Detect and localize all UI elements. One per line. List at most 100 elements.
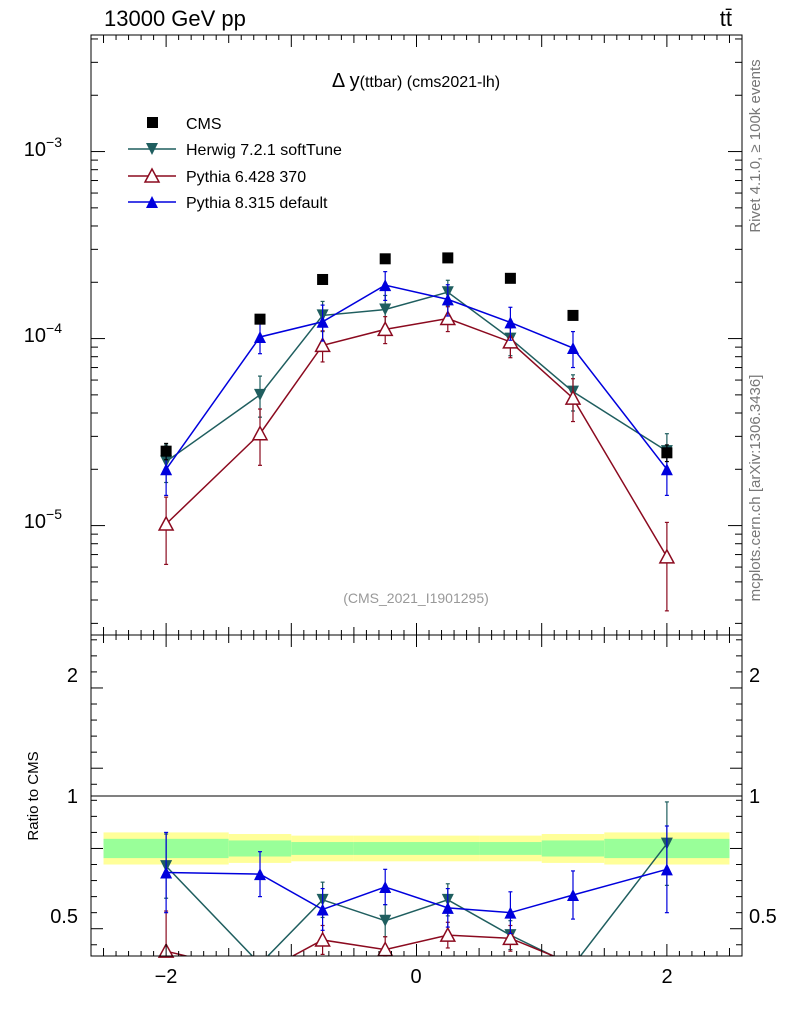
ratio-ytick-labels: 0.5 1 2 0.5 1 2 [50, 665, 777, 928]
data-point [314, 931, 331, 947]
data-point [502, 333, 519, 349]
series-line-group [165, 284, 668, 470]
data-point [160, 866, 173, 879]
data-point [376, 320, 394, 337]
data-point [316, 903, 329, 916]
data-point [379, 303, 392, 316]
legend-entry-pythia6: Pythia 6.428 370 [128, 167, 306, 186]
data-point [379, 880, 392, 893]
data-point [251, 425, 269, 441]
series-cms [160, 252, 673, 463]
legend-label-pythia6: Pythia 6.428 370 [186, 169, 306, 186]
ytick-1e-5-base: 10 [24, 511, 46, 533]
data-point [660, 863, 673, 876]
ratio-panel: 0.5 1 2 0.5 1 2 Ratio to CMS −2 0 2 [25, 634, 777, 988]
data-point [661, 447, 673, 459]
legend-label-herwig: Herwig 7.2.1 softTune [186, 142, 342, 159]
series-line-pythia-8-315-default [165, 284, 668, 470]
data-point [504, 272, 516, 284]
xtick-label-2: 2 [661, 966, 672, 988]
series-line-group [165, 317, 668, 558]
ratio-uncertainty-band-inner [541, 840, 605, 857]
ytick-1e-3-exp: −3 [46, 134, 62, 150]
ratio-ytick-left-0: 0.5 [50, 906, 78, 928]
analysis-watermark: (CMS_2021_I1901295) [343, 590, 489, 606]
series-line-pythia-8-315-default [166, 868, 668, 914]
series-herwig-7-2-1-softtune [160, 279, 673, 484]
data-point [254, 330, 267, 343]
legend-entry-herwig: Herwig 7.2.1 softTune [128, 142, 342, 159]
series-line-pythia-6-428-370 [165, 317, 668, 558]
data-point [567, 309, 579, 321]
data-point [314, 336, 331, 353]
series-line-group [165, 934, 556, 956]
ratio-ytick-left-2: 2 [67, 665, 78, 687]
legend-label-cms: CMS [186, 116, 222, 133]
data-point [254, 868, 267, 881]
plot-title: Δ y(ttbar) (cms2021-lh) [332, 70, 500, 92]
legend-marker-herwig [146, 143, 158, 155]
ratio-uncertainty-band-inner [353, 842, 417, 855]
ytick-label-1e-5: 10−5 [24, 506, 62, 533]
ratio-ytick-left-1: 1 [67, 786, 78, 808]
main-panel-yticklabels: 10−5 10−4 10−3 [24, 134, 62, 533]
data-point [160, 445, 172, 457]
ytick-1e-3-base: 10 [24, 139, 46, 161]
data-point [379, 253, 391, 265]
data-point [566, 889, 579, 902]
series-pythia-6-428-370 [157, 306, 676, 612]
legend-label-pythia8: Pythia 8.315 default [186, 195, 328, 212]
data-point [157, 515, 175, 531]
series-pythia-8-315-default [160, 825, 673, 935]
xtick-label-0: −2 [155, 966, 178, 988]
legend-marker-cms [147, 117, 158, 128]
main-panel-ticks [90, 35, 743, 635]
series-pythia-8-315-default [160, 271, 673, 497]
data-point [379, 279, 392, 292]
ratio-uncertainty-band-inner [228, 840, 292, 857]
ytick-1e-4-base: 10 [24, 325, 46, 347]
xtick-label-1: 0 [410, 966, 421, 988]
energy-label: 13000 GeV pp [104, 6, 246, 31]
series-line-group [165, 843, 668, 956]
plot-title-prefix: Δ y [332, 70, 360, 92]
ytick-label-1e-4: 10−4 [24, 320, 62, 347]
data-point [504, 906, 517, 919]
rivet-version-label: Rivet 4.1.0, ≥ 100k events [747, 59, 764, 232]
process-label: tt̄ [720, 6, 732, 31]
data-point [439, 309, 457, 326]
ytick-label-1e-3: 10−3 [24, 134, 62, 161]
data-point [441, 901, 454, 914]
legend-entry-pythia8: Pythia 8.315 default [128, 195, 328, 212]
data-point [317, 273, 329, 285]
data-point [504, 316, 517, 329]
data-point [564, 389, 582, 405]
legend-marker-pythia8 [146, 196, 158, 208]
series-line-group [165, 291, 668, 463]
series-line-herwig-7-2-1-softtune [165, 291, 668, 463]
ytick-1e-5-exp: −5 [46, 506, 62, 522]
data-point [442, 252, 454, 264]
ratio-ytick-right-2: 2 [749, 665, 760, 687]
ratio-ytick-right-0: 0.5 [749, 906, 777, 928]
main-series-layer [157, 252, 676, 612]
ratio-uncertainty-band-inner [416, 842, 480, 855]
series-line-pythia-6-428-370 [165, 934, 556, 956]
ratio-uncertainty-band-inner [479, 842, 542, 855]
data-point [441, 293, 454, 306]
ratio-ylabel: Ratio to CMS [25, 751, 42, 840]
series-line-herwig-7-2-1-softtune [165, 843, 668, 956]
series-line-group [166, 868, 668, 914]
ratio-ytick-right-1: 1 [749, 786, 760, 808]
ratio-panel-ticks [90, 635, 743, 956]
ratio-band-layer [103, 832, 730, 865]
legend-entry-cms: CMS [147, 116, 222, 133]
ratio-series-layer [157, 801, 673, 958]
ratio-uncertainty-band-inner [291, 842, 354, 855]
data-point [502, 929, 519, 946]
data-point [254, 313, 266, 325]
plot-title-suffix: (ttbar) (cms2021-lh) [360, 74, 500, 91]
data-point [566, 342, 579, 355]
data-point [254, 388, 267, 401]
